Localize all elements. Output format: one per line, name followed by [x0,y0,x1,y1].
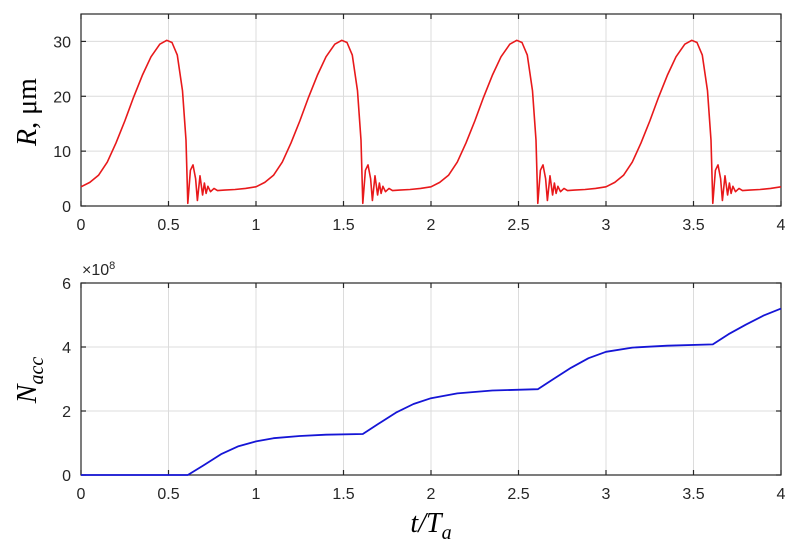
top-y-axis-title: R, μm [12,78,43,147]
acc-count-curve [81,307,782,476]
y-multiplier: ×108 [82,260,115,279]
x-tick-label: 0 [77,217,86,234]
x-tick-label: 1 [252,217,261,234]
y-tick-label: 6 [62,276,71,293]
x-tick-label: 3 [602,217,611,234]
y-tick-label: 2 [62,404,71,421]
acc-count-plot: 0 0.5 1 1.5 2 2.5 3 3.5 4 0 2 4 6 [62,276,785,503]
radius-curve [80,39,782,205]
y-tick-label: 10 [53,144,71,161]
x-tick-label: 0.5 [157,486,179,503]
x-tick-label: 1.5 [332,217,354,234]
x-tick-label: 3 [602,486,611,503]
x-tick-label: 1 [252,486,261,503]
x-tick-label: 3.5 [682,217,704,234]
x-axis-title: t/Ta [410,508,451,544]
x-tick-label: 3.5 [682,486,704,503]
y-tick-label: 0 [62,199,71,216]
y-tick-label: 4 [62,340,71,357]
x-tick-label: 4 [777,217,786,234]
x-tick-label: 2 [427,486,436,503]
x-tick-label: 2 [427,217,436,234]
y-tick-label: 20 [53,89,71,106]
bottom-y-axis-title: Nacc [12,357,48,405]
x-tick-label: 1.5 [332,486,354,503]
x-tick-label: 4 [777,486,786,503]
x-tick-label: 2.5 [507,217,529,234]
x-tick-label: 0 [77,486,86,503]
radius-plot: 0 0.5 1 1.5 2 2.5 3 3.5 4 0 10 20 30 [53,13,786,234]
y-tick-label: 0 [62,468,71,485]
x-tick-label: 0.5 [157,217,179,234]
y-tick-label: 30 [53,34,71,51]
x-tick-label: 2.5 [507,486,529,503]
